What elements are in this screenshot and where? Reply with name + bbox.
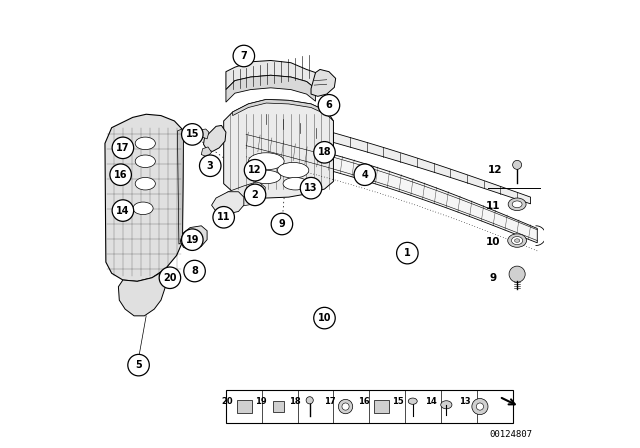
Text: 14: 14 (425, 396, 437, 406)
Text: 9: 9 (278, 219, 285, 229)
Text: 10: 10 (486, 237, 500, 247)
Text: 7: 7 (241, 51, 247, 61)
Ellipse shape (515, 239, 520, 242)
Text: 16: 16 (358, 396, 370, 406)
Circle shape (128, 354, 149, 376)
Ellipse shape (511, 237, 523, 245)
Circle shape (112, 137, 134, 159)
Text: 14: 14 (116, 206, 130, 215)
Circle shape (472, 399, 488, 415)
Circle shape (342, 403, 349, 410)
Text: 11: 11 (217, 212, 230, 222)
Polygon shape (233, 99, 333, 121)
Circle shape (112, 200, 134, 221)
Text: 5: 5 (135, 360, 142, 370)
Circle shape (184, 260, 205, 282)
Text: 19: 19 (255, 396, 267, 406)
Circle shape (314, 307, 335, 329)
Text: 20: 20 (163, 273, 177, 283)
Text: 12: 12 (248, 165, 262, 175)
Text: 12: 12 (488, 165, 502, 175)
Ellipse shape (441, 401, 452, 409)
Circle shape (233, 45, 255, 67)
Circle shape (397, 242, 418, 264)
Circle shape (300, 177, 322, 199)
Circle shape (244, 184, 266, 206)
Text: 4: 4 (362, 170, 368, 180)
Text: 9: 9 (490, 273, 497, 283)
Circle shape (306, 397, 314, 404)
Text: 11: 11 (486, 201, 500, 211)
Ellipse shape (133, 202, 153, 215)
Polygon shape (273, 401, 284, 412)
Circle shape (110, 164, 131, 185)
Text: 10: 10 (317, 313, 332, 323)
Polygon shape (311, 69, 336, 96)
Polygon shape (246, 132, 538, 243)
Circle shape (509, 266, 525, 282)
Polygon shape (221, 181, 266, 206)
Circle shape (271, 213, 292, 235)
Text: 17: 17 (324, 396, 336, 406)
Ellipse shape (278, 163, 309, 178)
Circle shape (200, 155, 221, 177)
Ellipse shape (508, 234, 527, 247)
Circle shape (354, 164, 376, 185)
Polygon shape (180, 226, 207, 250)
Text: 1: 1 (404, 248, 411, 258)
Ellipse shape (248, 153, 284, 170)
Ellipse shape (512, 201, 522, 208)
Ellipse shape (252, 170, 281, 184)
Circle shape (182, 124, 203, 145)
Circle shape (476, 403, 484, 410)
Circle shape (182, 229, 203, 250)
Text: 8: 8 (191, 266, 198, 276)
Polygon shape (226, 60, 316, 90)
Polygon shape (118, 271, 165, 316)
Bar (226, 390, 513, 423)
Text: 6: 6 (326, 100, 332, 110)
Polygon shape (226, 73, 316, 102)
Polygon shape (177, 129, 184, 244)
Text: 18: 18 (289, 396, 300, 406)
Text: 19: 19 (186, 235, 199, 245)
Text: 3: 3 (207, 161, 214, 171)
Text: 16: 16 (114, 170, 127, 180)
Circle shape (314, 142, 335, 163)
Polygon shape (266, 114, 531, 204)
Ellipse shape (408, 398, 417, 405)
Circle shape (213, 207, 234, 228)
Text: 20: 20 (221, 396, 233, 406)
Polygon shape (200, 129, 209, 139)
Polygon shape (202, 147, 212, 157)
Polygon shape (105, 114, 184, 281)
Polygon shape (237, 400, 252, 413)
Ellipse shape (135, 177, 156, 190)
Text: 17: 17 (116, 143, 130, 153)
Text: 13: 13 (459, 396, 470, 406)
Polygon shape (204, 125, 226, 151)
Ellipse shape (283, 177, 308, 190)
Polygon shape (212, 192, 244, 214)
Circle shape (318, 95, 340, 116)
Text: 15: 15 (186, 129, 199, 139)
Circle shape (244, 159, 266, 181)
Circle shape (159, 267, 180, 289)
Circle shape (513, 160, 522, 169)
Text: 2: 2 (252, 190, 259, 200)
Ellipse shape (135, 155, 156, 168)
Text: 15: 15 (392, 396, 403, 406)
Ellipse shape (135, 137, 156, 150)
Polygon shape (374, 400, 389, 413)
Text: 18: 18 (317, 147, 332, 157)
Circle shape (339, 400, 353, 414)
Text: 00124807: 00124807 (490, 430, 533, 439)
Text: 13: 13 (304, 183, 318, 193)
Polygon shape (224, 99, 333, 198)
Ellipse shape (508, 198, 526, 211)
